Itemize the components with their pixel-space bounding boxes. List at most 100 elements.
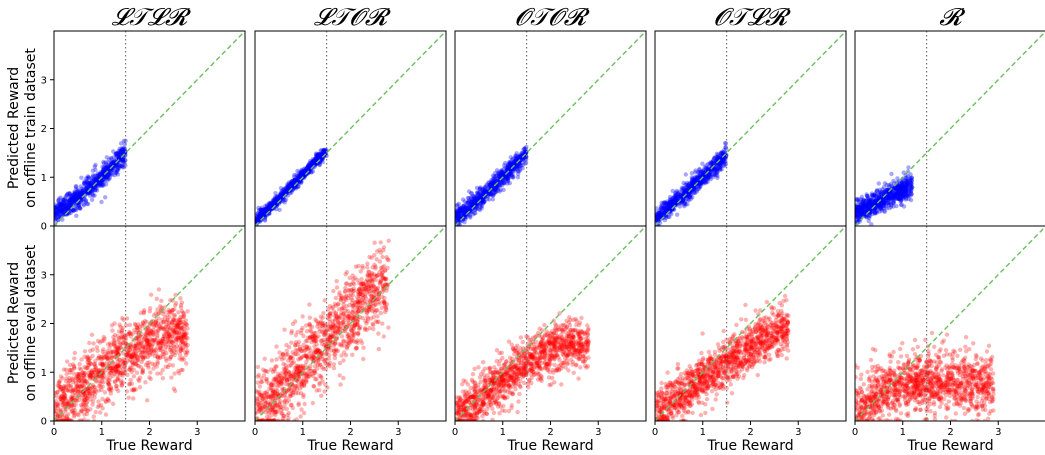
scatter-point [119,380,124,385]
scatter-point [702,177,707,182]
scatter-point [133,350,138,356]
scatter-point [163,325,168,330]
scatter-point [184,322,189,327]
scatter-point [295,173,300,179]
scatter-point [683,202,688,207]
scatter-point [495,184,500,189]
scatter-point [62,396,67,401]
scatter-point [886,200,891,206]
scatter-point [138,349,143,354]
scatter-point [513,153,518,159]
scatter-point [485,184,491,190]
scatter-point [100,361,105,366]
scatter-point [140,370,145,375]
scatter-point [277,193,283,198]
scatter-point [873,197,879,203]
scatter-point [95,171,101,176]
scatter-point [468,195,474,200]
scatter-point [687,180,692,186]
scatter-point [113,152,118,157]
scatter-point [181,334,186,339]
scatter-point [332,301,337,307]
scatter-point [694,189,700,194]
scatter-point [676,190,681,195]
scatter-point [880,203,885,209]
scatter-point [678,193,684,198]
scatter-point [67,375,72,381]
scatter-point [675,212,680,217]
scatter-point [856,206,861,211]
scatter-point [297,170,302,175]
scatter-point [310,159,315,165]
scatter-point [175,325,180,330]
scatter-point [98,182,103,187]
scatter-point [476,190,482,196]
scatter-point [274,203,280,208]
scatter-point [463,207,468,212]
scatter-point [314,151,319,156]
scatter-point [455,212,459,218]
scatter-point [174,350,179,355]
scatter-point [499,170,505,175]
scatter-point [118,148,123,154]
scatter-point [908,183,913,188]
scatter-point [77,205,83,210]
scatter-point [466,205,471,210]
scatter-point [165,318,170,323]
scatter-point [898,190,904,195]
scatter-point [505,165,510,170]
scatter-point [465,205,471,210]
scatter-point [97,171,103,176]
scatter-point [354,322,359,328]
scatter-point [141,338,146,343]
scatter-point [146,331,152,336]
scatter-point [903,190,909,195]
scatter-point [95,356,101,361]
scatter-point [54,207,58,212]
scatter-point [867,199,873,205]
scatter-point [68,202,73,207]
scatter-point [672,197,678,202]
scatter-point [313,156,318,161]
scatter-point [100,164,105,170]
scatter-point [69,195,75,200]
scatter-point [115,359,121,365]
scatter-point [901,185,906,190]
scatter-point [109,349,114,354]
scatter-point [273,403,278,408]
scatter-point [862,208,867,213]
scatter-point [904,192,909,197]
scatter-point [137,324,143,329]
scatter-point [505,177,510,182]
scatter-point [886,193,891,199]
scatter-point [257,213,262,219]
scatter-point [511,158,517,164]
scatter-point [165,364,171,370]
scatter-point [270,202,275,208]
scatter-point [113,163,119,168]
scatter-point [502,176,508,181]
scatter-point [317,156,322,161]
scatter-point [500,170,505,176]
scatter-point [101,347,106,352]
scatter-point [291,180,297,185]
scatter-point [258,214,263,219]
scatter-point [166,340,172,345]
scatter-point [880,199,886,204]
scatter-point [668,205,673,210]
scatter-point [880,198,886,203]
scatter-point [706,174,712,180]
scatter-point [99,170,105,175]
scatter-point [151,332,156,338]
scatter-point [309,355,314,361]
scatter-point [689,179,694,185]
scatter-point [156,327,161,332]
scatter-point [179,325,184,331]
scatter-point [314,338,319,343]
scatter-point [861,208,867,213]
scatter-point [695,176,700,181]
scatter-point [273,412,278,418]
scatter-point [101,172,106,177]
scatter-point [886,196,892,201]
scatter-point [109,353,114,359]
